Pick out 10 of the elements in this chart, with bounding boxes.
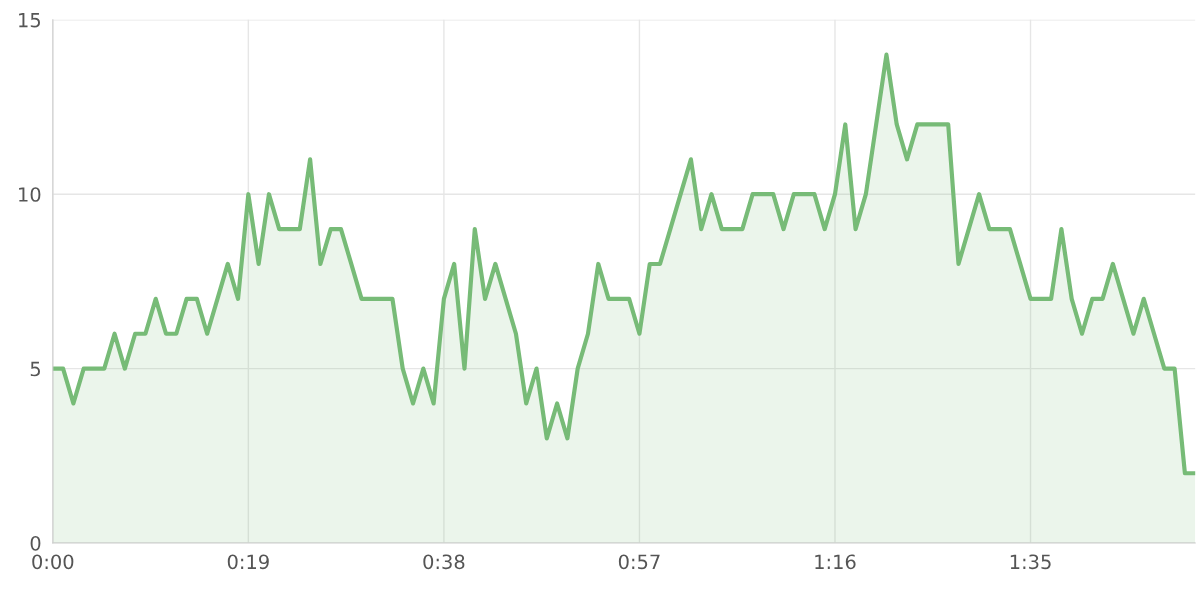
x-tick-label: 1:16 [815,554,856,570]
y-tick-label: 0 [30,535,41,551]
y-tick-label: 10 [19,187,41,202]
x-tick-label: 0:38 [423,554,465,570]
x-tick-label: 0:19 [227,554,269,570]
y-tick-label: 15 [19,13,40,28]
x-tick-label: 0:00 [32,554,74,570]
x-tick-label: 1:35 [1010,554,1051,570]
x-tick-label: 0:57 [618,554,660,570]
y-tick-label: 5 [30,361,40,377]
